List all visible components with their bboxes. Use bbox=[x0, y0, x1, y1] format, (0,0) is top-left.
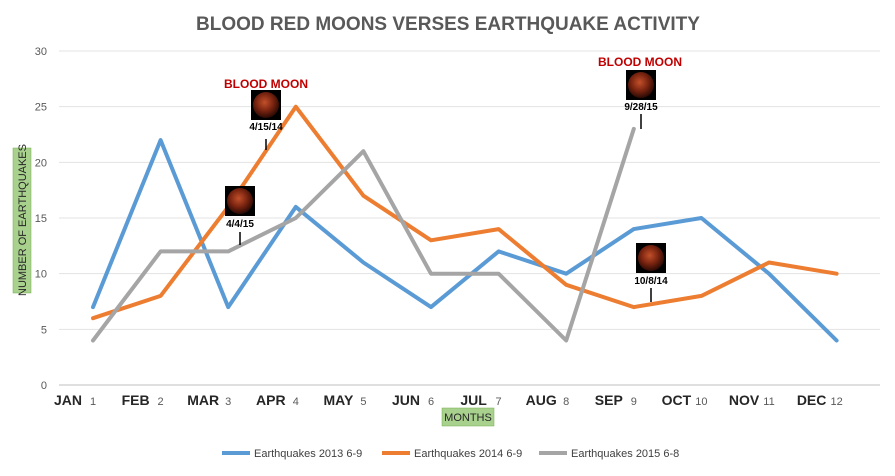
y-axis-ticks: 0 5 10 15 20 25 30 bbox=[35, 46, 47, 392]
series-lines bbox=[91, 104, 839, 343]
blood-moon-annotation: 10/8/14 bbox=[634, 243, 668, 302]
legend: Earthquakes 2013 6-9 Earthquakes 2014 6-9… bbox=[222, 448, 679, 460]
blood-moon-date: 10/8/14 bbox=[634, 276, 668, 287]
blood-moon-date: 4/15/14 bbox=[249, 122, 283, 133]
month-label: JUN bbox=[392, 392, 420, 408]
month-label: NOV bbox=[729, 392, 760, 408]
month-label: FEB bbox=[122, 392, 150, 408]
x-tick-label: 3 bbox=[225, 396, 231, 408]
month-label: APR bbox=[256, 392, 286, 408]
month-label: JUL bbox=[460, 392, 487, 408]
series-line-3 bbox=[91, 126, 636, 343]
legend-entry: Earthquakes 2015 6-8 bbox=[539, 448, 679, 460]
legend-label: Earthquakes 2015 6-8 bbox=[571, 448, 679, 460]
blood-moon-icon bbox=[227, 188, 253, 214]
blood-moon-icon bbox=[628, 72, 654, 98]
y-axis-title: NUMBER OF EARTHQUAKES bbox=[12, 144, 32, 296]
blood-moon-date: 4/4/15 bbox=[226, 219, 254, 230]
month-label: JAN bbox=[54, 392, 82, 408]
month-label: DEC bbox=[797, 392, 827, 408]
x-tick-label: 4 bbox=[293, 396, 299, 408]
x-tick-label: 6 bbox=[428, 396, 434, 408]
y-tick-label: 20 bbox=[35, 157, 47, 169]
blood-moon-icon bbox=[638, 245, 664, 271]
y-axis-title-text: NUMBER OF EARTHQUAKES bbox=[17, 144, 29, 296]
x-tick-label: 5 bbox=[360, 396, 366, 408]
month-label: SEP bbox=[595, 392, 623, 408]
x-axis-title: MONTHS bbox=[441, 407, 495, 427]
blood-moon-label: BLOOD MOON bbox=[598, 55, 682, 69]
series-line-2 bbox=[91, 104, 839, 321]
x-axis-title-text: MONTHS bbox=[444, 412, 492, 424]
legend-label: Earthquakes 2014 6-9 bbox=[414, 448, 522, 460]
x-tick-label: 9 bbox=[631, 396, 637, 408]
y-tick-label: 30 bbox=[35, 46, 47, 58]
legend-label: Earthquakes 2013 6-9 bbox=[254, 448, 362, 460]
blood-moon-icon bbox=[253, 92, 279, 118]
y-tick-label: 0 bbox=[41, 380, 47, 392]
blood-moon-date: 9/28/15 bbox=[624, 102, 658, 113]
month-label: MAR bbox=[187, 392, 219, 408]
x-tick-label: 8 bbox=[563, 396, 569, 408]
x-tick-label: 11 bbox=[763, 396, 774, 408]
x-tick-label: 2 bbox=[158, 396, 164, 408]
y-tick-label: 25 bbox=[35, 102, 47, 114]
month-label: MAY bbox=[323, 392, 353, 408]
chart-title: BLOOD RED MOONS VERSES EARTHQUAKE ACTIVI… bbox=[196, 14, 700, 35]
x-tick-label: 7 bbox=[496, 396, 502, 408]
x-tick-label: 10 bbox=[695, 396, 707, 408]
legend-entry: Earthquakes 2013 6-9 bbox=[222, 448, 362, 460]
blood-moon-label: BLOOD MOON bbox=[224, 77, 308, 91]
annotations: BLOOD MOON 4/15/14 4/4/15 BLOOD MOON 9/28/15… bbox=[224, 55, 682, 302]
x-tick-label: 1 bbox=[90, 396, 96, 408]
blood-moon-annotation: BLOOD MOON 4/15/14 bbox=[224, 77, 308, 150]
y-tick-label: 10 bbox=[35, 269, 47, 281]
blood-moon-annotation: BLOOD MOON 9/28/15 bbox=[598, 55, 682, 129]
month-label: AUG bbox=[526, 392, 557, 408]
legend-entry: Earthquakes 2014 6-9 bbox=[382, 448, 522, 460]
x-tick-label: 12 bbox=[830, 396, 842, 408]
y-tick-label: 5 bbox=[41, 324, 47, 336]
series-line-1 bbox=[91, 138, 839, 343]
blood-moon-annotation: 4/4/15 bbox=[225, 186, 255, 245]
month-label: OCT bbox=[662, 392, 692, 408]
y-tick-label: 15 bbox=[35, 213, 47, 225]
